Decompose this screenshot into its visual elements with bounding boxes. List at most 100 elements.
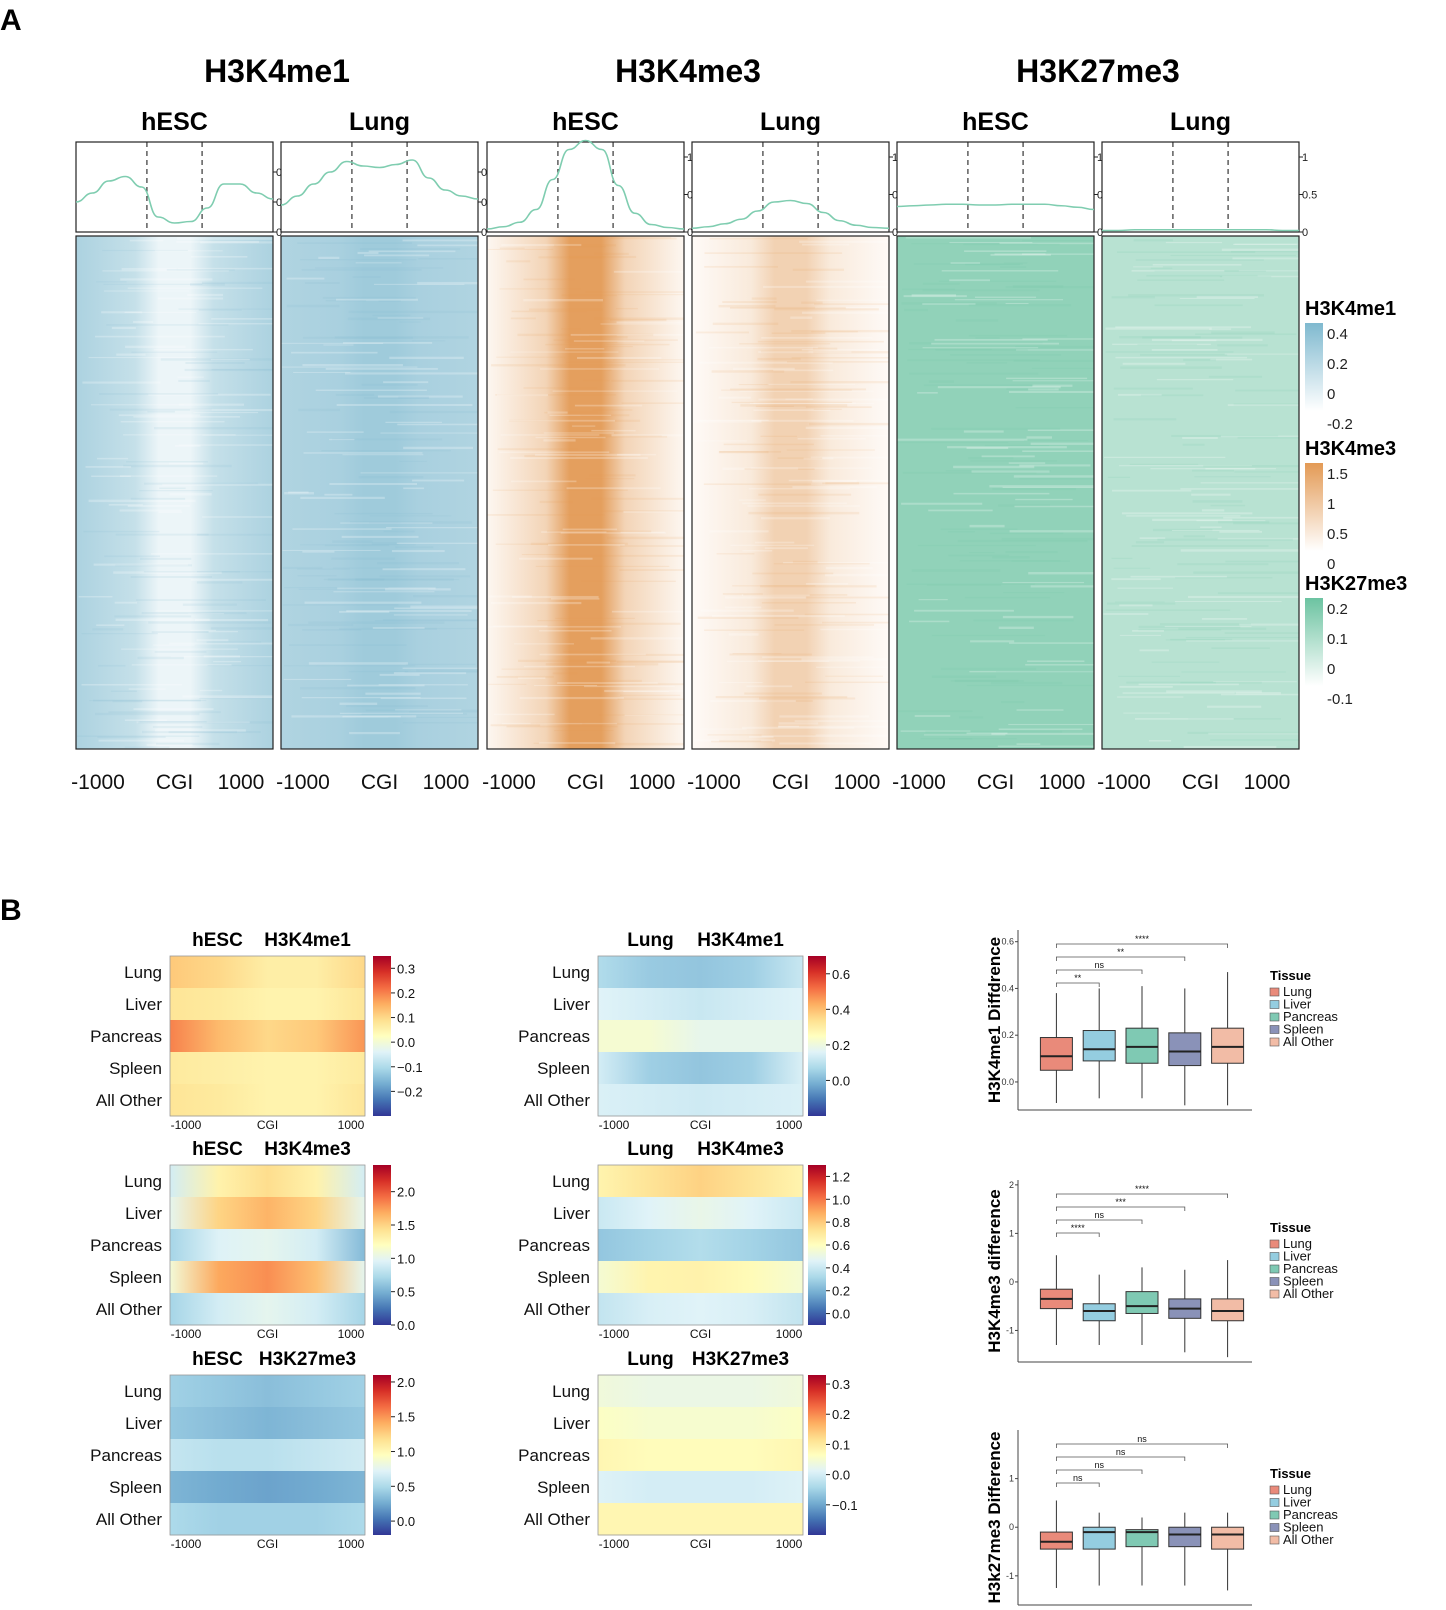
legend-swatch xyxy=(1269,1012,1280,1022)
heatmap-streak xyxy=(762,656,874,659)
heatmap-streak xyxy=(938,280,1057,282)
heatmap-streak xyxy=(133,320,154,324)
profile-frame xyxy=(75,141,274,233)
heatmap-streak xyxy=(1015,345,1094,348)
heatmap-streak xyxy=(801,301,823,304)
x-tick-label: 1000 xyxy=(629,771,676,794)
heatmap-streak xyxy=(752,572,834,575)
heatmap-streak xyxy=(101,311,143,314)
heatmap-streak xyxy=(722,301,777,304)
heatmap-streak xyxy=(395,709,462,711)
legend-item: Liver xyxy=(1283,997,1312,1012)
heatmap-streak xyxy=(771,332,826,335)
heatmap-texture xyxy=(487,237,684,746)
heatmap-streak xyxy=(1217,592,1299,595)
significance-bracket xyxy=(1056,969,1143,974)
legend-swatch xyxy=(1269,1510,1280,1520)
colorbar-tick-label: -0.1 xyxy=(1327,691,1353,708)
heatmap-streak xyxy=(753,402,857,404)
heatmap-streak xyxy=(496,356,566,358)
heatmap-streak xyxy=(1185,636,1299,639)
heatmap-streak xyxy=(611,434,684,437)
significance-label: **** xyxy=(1135,1184,1150,1194)
heatmap-streak xyxy=(308,621,445,624)
x-tick-label: 1000 xyxy=(1039,771,1086,794)
heatmap-streak xyxy=(623,690,670,692)
colorbar-tick-label: 0.5 xyxy=(397,1479,415,1494)
heatmap-streak xyxy=(1165,241,1223,244)
heatmap-streak xyxy=(1003,592,1065,594)
sample-title: hESC xyxy=(552,108,619,136)
heatmap-streak xyxy=(291,351,378,354)
heatmap-streak xyxy=(998,728,1083,731)
heatmap-streak xyxy=(1227,404,1299,407)
heatmap-body xyxy=(692,236,889,749)
heatmap-streak xyxy=(897,442,1009,444)
heatmap-streak xyxy=(697,616,799,619)
heatmap-streak xyxy=(779,715,870,718)
heatmap-streak xyxy=(109,408,212,411)
heatmap-streak xyxy=(514,643,574,645)
heatmap-streak xyxy=(170,655,273,658)
heatmap-streak xyxy=(1201,617,1248,620)
summary-heatmap-hesc-h3k27me3: hESC H3K27me3 Lung Liver Pancreas Spleen All O… xyxy=(90,1349,415,1551)
colorbar-ramp xyxy=(808,1165,826,1325)
heatmap-streak xyxy=(991,732,1094,735)
significance-bracket xyxy=(1056,956,1186,961)
heatmap-streak xyxy=(518,659,617,662)
heatmap-streak xyxy=(897,438,1028,441)
heatmap-streak xyxy=(120,420,225,423)
heatmap-streak xyxy=(964,596,1051,599)
heatmap-streak xyxy=(523,387,598,389)
legend-title: Tissue xyxy=(1270,1220,1311,1235)
heatmap-frame xyxy=(896,235,1095,750)
heatmap-streak xyxy=(120,475,218,477)
significance-bracket xyxy=(1056,1193,1228,1198)
heatmap-streak xyxy=(922,289,1040,292)
sample-title: hESC xyxy=(962,108,1029,136)
heatmap-streak xyxy=(385,588,451,591)
colorbar-ramp xyxy=(373,1375,391,1535)
heatmap-streak xyxy=(487,626,622,628)
heatmap-streak xyxy=(342,715,401,718)
heatmap-streak xyxy=(506,260,531,263)
heatmap-streak xyxy=(124,719,167,722)
heatmap-streak xyxy=(1126,681,1262,684)
heatmap-streak xyxy=(322,296,416,299)
heatmap-streak xyxy=(347,684,425,687)
heatmap-streak xyxy=(749,736,774,738)
colorbar-tick-label: −0.1 xyxy=(397,1060,423,1075)
heatmap-streak xyxy=(409,710,478,713)
heatmap-streak xyxy=(968,552,995,554)
colorbar-tick-label: 0.5 xyxy=(1327,526,1348,543)
heatmap-streak xyxy=(530,542,628,545)
heatmap-streak xyxy=(990,253,1051,256)
heatmap-streak xyxy=(1024,440,1089,442)
heatmap-streak xyxy=(989,532,1064,535)
heatmap-streak xyxy=(329,438,355,441)
heatmap-streak xyxy=(1117,696,1184,698)
mark-title-h3k4me1: H3K4me1 xyxy=(204,53,350,89)
row-label: Pancreas xyxy=(90,1446,162,1465)
heatmap-streak xyxy=(1019,477,1094,480)
heatmap-streak xyxy=(1025,664,1094,666)
heatmap-streak xyxy=(517,676,546,680)
heatmap-row xyxy=(598,1375,803,1408)
heatmap-streak xyxy=(1183,358,1216,362)
heatmap-streak xyxy=(1156,378,1234,381)
boxplot-3: -1 0 1 H3k27me3 Difference ns ns ns ns TissueLun… xyxy=(985,1430,1338,1606)
heatmap-streak xyxy=(695,440,747,442)
heatmap-streak xyxy=(922,303,976,305)
colorbar-tick-label: 1.0 xyxy=(397,1445,415,1460)
heatmap-streak xyxy=(98,664,126,667)
heatmap-streak xyxy=(748,511,860,515)
box-lung xyxy=(1039,1037,1073,1071)
legend-item: Spleen xyxy=(1283,1022,1323,1037)
heatmap-streak xyxy=(507,419,616,422)
heatmap-streak xyxy=(990,681,1063,685)
heatmap-streak xyxy=(524,455,577,458)
heatmap-texture xyxy=(1103,239,1299,749)
heatmap-streak xyxy=(315,389,427,391)
heatmap-streak xyxy=(283,665,416,667)
colorbar-ramp xyxy=(808,956,826,1116)
